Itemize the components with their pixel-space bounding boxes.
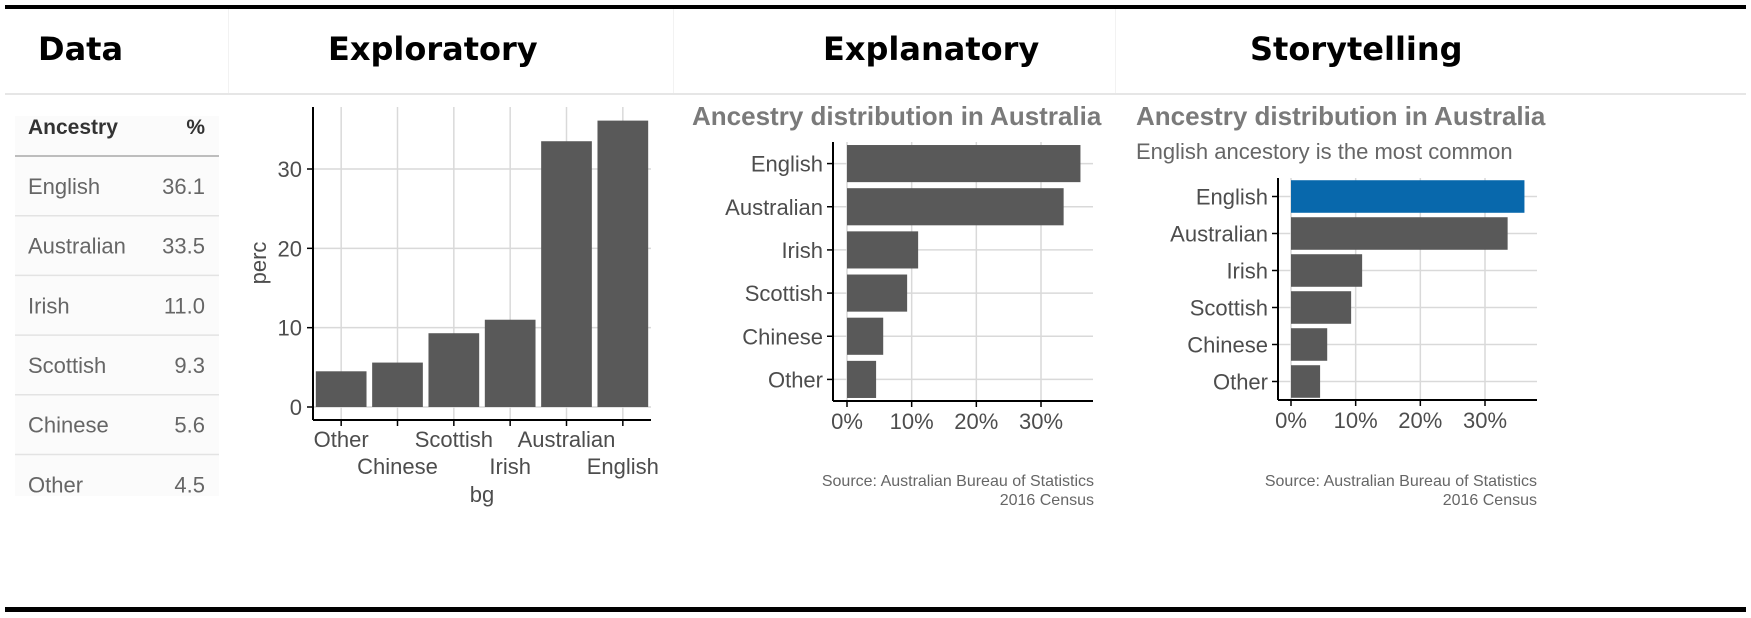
bar bbox=[1291, 328, 1328, 361]
x-tick-label: English bbox=[587, 454, 659, 479]
x-tick-label: Irish bbox=[489, 454, 531, 479]
table-header-percent: % bbox=[186, 116, 205, 139]
table-header-ancestry: Ancestry bbox=[28, 116, 118, 139]
bar bbox=[1291, 365, 1321, 398]
chart-caption-source: Source: Australian Bureau of Statistics bbox=[1265, 473, 1537, 490]
bar bbox=[847, 231, 919, 269]
table-cell-ancestry: Irish bbox=[28, 293, 70, 318]
y-tick-label: English bbox=[751, 152, 823, 177]
column-header-explanatory: Explanatory bbox=[823, 30, 1040, 68]
column-header-data: Data bbox=[38, 30, 124, 68]
y-axis-title: perc bbox=[246, 242, 271, 285]
chart-caption-source: Source: Australian Bureau of Statistics bbox=[822, 473, 1094, 490]
y-tick-label: Scottish bbox=[1190, 296, 1268, 321]
y-tick-label: Irish bbox=[781, 238, 823, 263]
y-tick-label: Other bbox=[768, 367, 823, 392]
bar bbox=[597, 120, 649, 408]
x-tick-label: Other bbox=[314, 427, 369, 452]
table-cell-ancestry: Australian bbox=[28, 234, 126, 259]
x-tick-label: Australian bbox=[518, 427, 616, 452]
chart-subtitle: English ancestory is the most common bbox=[1136, 139, 1513, 164]
bar bbox=[1291, 217, 1508, 250]
table-cell-percent: 4.5 bbox=[174, 472, 205, 497]
x-tick-label: 0% bbox=[831, 409, 863, 434]
table-cell-percent: 11.0 bbox=[164, 293, 205, 318]
table-cell-percent: 36.1 bbox=[162, 174, 205, 199]
x-tick-label: 0% bbox=[1275, 408, 1307, 433]
x-tick-label: 10% bbox=[1334, 408, 1378, 433]
table-cell-ancestry: Scottish bbox=[28, 353, 106, 378]
bar bbox=[847, 145, 1081, 183]
y-tick-label: 20 bbox=[278, 236, 302, 261]
bar bbox=[541, 141, 592, 407]
x-tick-label: 10% bbox=[890, 409, 934, 434]
x-tick-label: 20% bbox=[1398, 408, 1442, 433]
bar bbox=[484, 319, 536, 407]
y-tick-label: 0 bbox=[290, 395, 302, 420]
y-tick-label: Australian bbox=[1170, 222, 1268, 247]
table-cell-percent: 5.6 bbox=[174, 413, 205, 438]
x-axis-title: bg bbox=[470, 482, 494, 507]
table-cell-percent: 9.3 bbox=[174, 353, 205, 378]
table-cell-percent: 33.5 bbox=[162, 234, 205, 259]
x-tick-label: Scottish bbox=[415, 427, 493, 452]
bar bbox=[1291, 254, 1363, 287]
chart-title: Ancestry distribution in Australia bbox=[1136, 101, 1546, 131]
chart-caption-year: 2016 Census bbox=[1443, 492, 1537, 509]
bar bbox=[315, 371, 367, 407]
y-tick-label: Chinese bbox=[742, 324, 823, 349]
chart-caption-year: 2016 Census bbox=[1000, 492, 1094, 509]
y-tick-label: Chinese bbox=[1187, 333, 1268, 358]
table-cell-ancestry: Chinese bbox=[28, 413, 109, 438]
bottom-rule bbox=[5, 607, 1746, 612]
y-tick-label: Irish bbox=[1226, 259, 1268, 284]
bar bbox=[1291, 291, 1352, 324]
column-separator bbox=[1115, 9, 1116, 93]
table-cell-ancestry: English bbox=[28, 174, 100, 199]
column-header-storytelling: Storytelling bbox=[1250, 30, 1463, 68]
bar bbox=[428, 333, 480, 407]
column-separator bbox=[673, 9, 674, 93]
y-tick-label: 10 bbox=[278, 316, 302, 341]
bar bbox=[847, 188, 1064, 226]
x-tick-label: Chinese bbox=[357, 454, 438, 479]
bar bbox=[372, 362, 423, 407]
column-header-exploratory: Exploratory bbox=[328, 30, 538, 68]
top-rule bbox=[5, 5, 1746, 9]
highlighted-bar bbox=[1291, 180, 1525, 213]
bar bbox=[847, 360, 877, 398]
x-tick-label: 30% bbox=[1463, 408, 1507, 433]
table-cell-ancestry: Other bbox=[28, 472, 83, 497]
header-rule bbox=[5, 93, 1746, 95]
x-tick-label: 20% bbox=[954, 409, 998, 434]
y-tick-label: Other bbox=[1213, 370, 1268, 395]
y-tick-label: English bbox=[1196, 185, 1268, 210]
y-tick-label: Australian bbox=[725, 195, 823, 220]
y-tick-label: Scottish bbox=[745, 281, 823, 306]
chart-title: Ancestry distribution in Australia bbox=[692, 101, 1102, 131]
bar bbox=[847, 317, 884, 355]
column-separator bbox=[228, 9, 229, 93]
bar bbox=[847, 274, 908, 312]
x-tick-label: 30% bbox=[1019, 409, 1063, 434]
table-background bbox=[15, 116, 219, 496]
y-tick-label: 30 bbox=[278, 157, 302, 182]
